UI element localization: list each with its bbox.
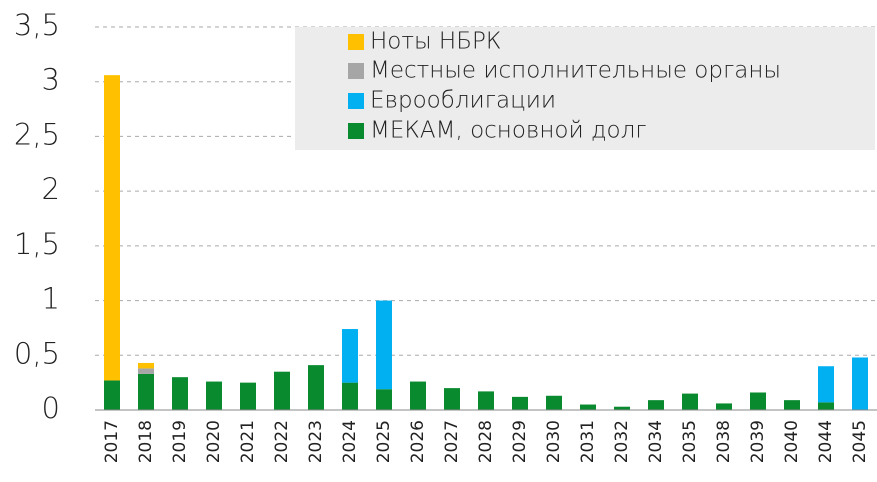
x-tick-label: 2035 bbox=[680, 420, 700, 463]
y-tick-label: 2 bbox=[42, 172, 60, 206]
bar-segment bbox=[104, 380, 120, 410]
legend-swatch bbox=[348, 93, 364, 109]
y-tick-label: 3 bbox=[42, 63, 60, 97]
bar-segment bbox=[818, 366, 834, 403]
x-tick-label: 2044 bbox=[816, 420, 836, 463]
bar-segment bbox=[648, 400, 664, 410]
x-tick-label: 2040 bbox=[782, 420, 802, 463]
y-tick-label: 1 bbox=[42, 282, 60, 316]
x-tick-label: 2027 bbox=[442, 420, 462, 463]
x-tick-label: 2019 bbox=[170, 420, 190, 463]
bar-segment bbox=[682, 393, 698, 410]
x-tick-label: 2017 bbox=[102, 420, 122, 463]
bar-segment bbox=[614, 406, 630, 410]
x-tick-label: 2038 bbox=[714, 420, 734, 463]
bar-segment bbox=[376, 389, 392, 410]
x-tick-label: 2025 bbox=[374, 420, 394, 463]
y-tick-label: 3,5 bbox=[14, 8, 60, 42]
bar-segment bbox=[308, 365, 324, 410]
x-tick-label: 2034 bbox=[646, 420, 666, 463]
bar-segment bbox=[784, 400, 800, 410]
x-tick-label: 2030 bbox=[544, 420, 564, 463]
x-tick-label: 2039 bbox=[748, 420, 768, 463]
bar-segment bbox=[512, 396, 528, 410]
legend-box bbox=[295, 27, 875, 150]
bar-segment bbox=[172, 377, 188, 410]
x-tick-label: 2028 bbox=[476, 420, 496, 463]
x-tick-label: 2020 bbox=[204, 420, 224, 463]
x-tick-label: 2031 bbox=[578, 420, 598, 463]
bar-segment bbox=[852, 357, 868, 410]
x-tick-label: 2021 bbox=[238, 420, 258, 463]
bar-segment bbox=[240, 382, 256, 410]
x-tick-label: 2029 bbox=[510, 420, 530, 463]
bar-segment bbox=[478, 391, 494, 410]
bar-segment bbox=[546, 395, 562, 410]
legend-swatch bbox=[348, 63, 364, 79]
bar-segment bbox=[138, 362, 154, 369]
bar-segment bbox=[818, 402, 834, 410]
x-tick-label: 2032 bbox=[612, 420, 632, 463]
y-tick-label: 2,5 bbox=[14, 117, 60, 151]
y-tick-label: 0,5 bbox=[14, 336, 60, 370]
bar-segment bbox=[342, 382, 358, 410]
bar-segment bbox=[750, 392, 766, 410]
x-tick-label: 2023 bbox=[306, 420, 326, 463]
bar-segment bbox=[206, 381, 222, 410]
bar-segment bbox=[580, 404, 596, 410]
bar-segment bbox=[138, 373, 154, 410]
bar-segment bbox=[138, 368, 154, 374]
x-tick-label: 2022 bbox=[272, 420, 292, 463]
bar-segment bbox=[376, 300, 392, 390]
legend-swatch bbox=[348, 123, 364, 139]
legend-label: МЕКАМ, основной долг bbox=[370, 118, 647, 144]
bar-segment bbox=[342, 329, 358, 383]
x-tick-label: 2045 bbox=[850, 420, 870, 463]
bar-segment bbox=[716, 403, 732, 410]
legend-label: Местные исполнительные органы bbox=[370, 58, 781, 84]
y-tick-label: 0 bbox=[42, 391, 60, 425]
x-tick-label: 2018 bbox=[136, 420, 156, 463]
bar-segment bbox=[274, 371, 290, 410]
legend-swatch bbox=[348, 34, 364, 50]
x-tick-label: 2026 bbox=[408, 420, 428, 463]
x-tick-label: 2024 bbox=[340, 420, 360, 463]
y-tick-label: 1,5 bbox=[14, 227, 60, 261]
bar-segment bbox=[104, 75, 120, 381]
bar-segment bbox=[444, 388, 460, 410]
legend-label: Еврооблигации bbox=[370, 88, 556, 114]
bar-segment bbox=[410, 381, 426, 410]
legend-label: Ноты НБРК bbox=[370, 29, 501, 55]
